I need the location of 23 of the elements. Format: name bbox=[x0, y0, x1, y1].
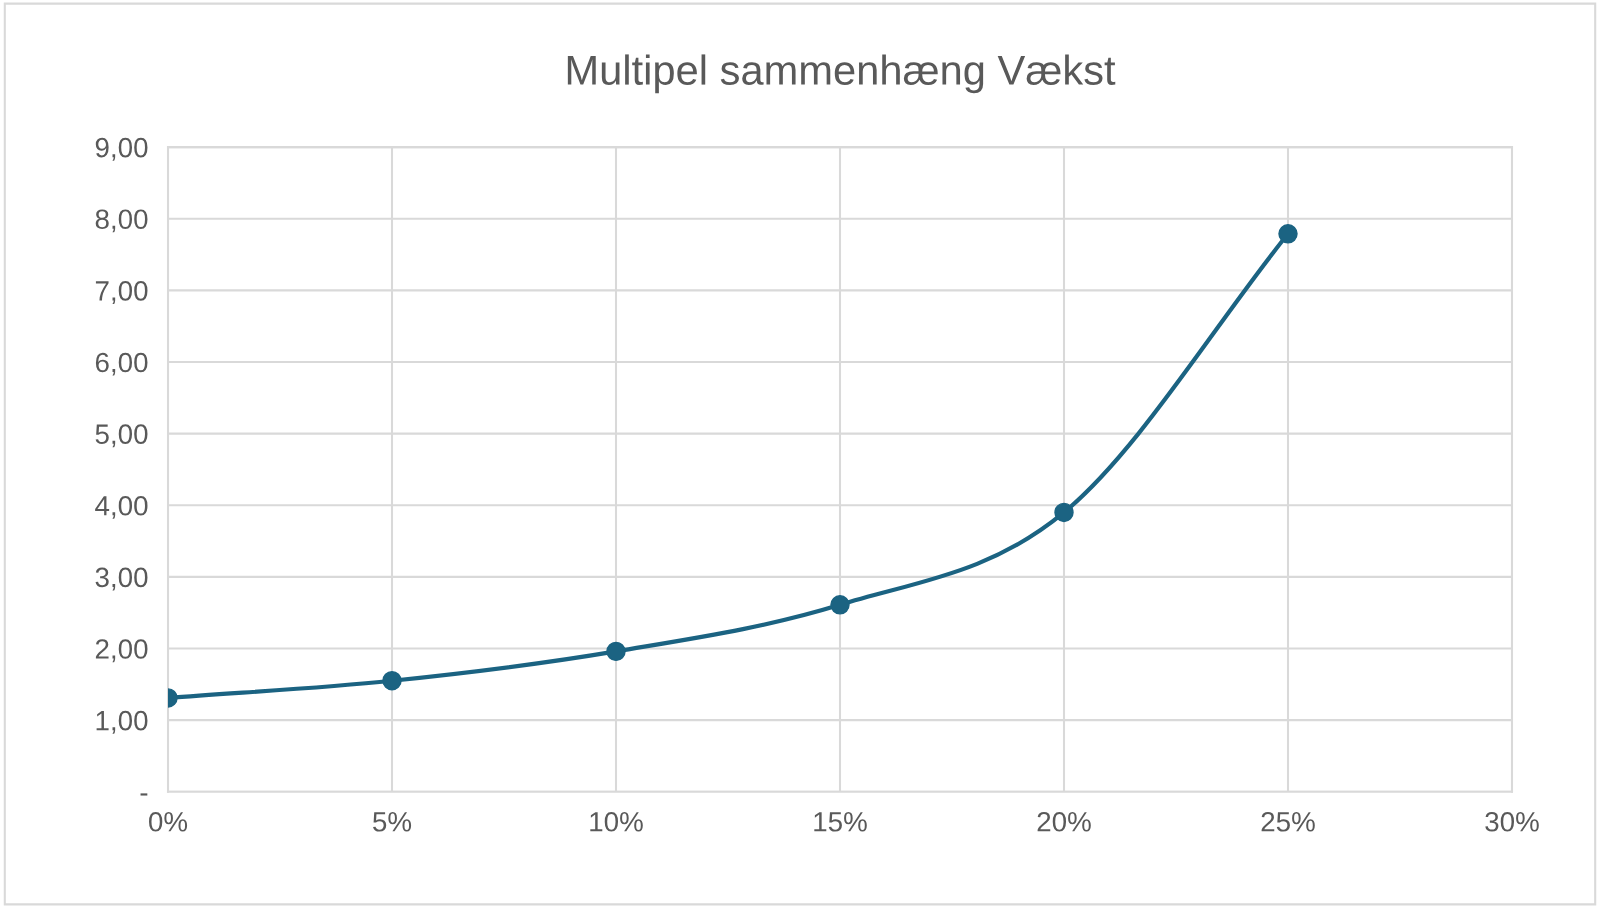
y-tick-label: 2,00 bbox=[95, 639, 148, 663]
y-tick-label: 6,00 bbox=[95, 352, 148, 376]
y-tick-label: 8,00 bbox=[95, 209, 148, 233]
point bbox=[382, 671, 402, 691]
y-tick-label: 9,00 bbox=[95, 137, 148, 161]
point bbox=[606, 641, 626, 662]
y-tick-label: 1,00 bbox=[96, 710, 148, 734]
y-tick-label: 4,00 bbox=[95, 495, 148, 519]
point bbox=[830, 595, 850, 615]
y-tick-label: - bbox=[140, 793, 148, 796]
chart-title: Multipel sammenhæng Vækst bbox=[567, 54, 1116, 94]
point bbox=[1054, 502, 1074, 523]
y-tick-label: 5,00 bbox=[95, 424, 148, 448]
x-tick-label: 30% bbox=[1485, 811, 1539, 832]
y-tick-label: 3,00 bbox=[95, 567, 148, 591]
x-tick-label: 20% bbox=[1037, 811, 1091, 832]
x-tick-label: 10% bbox=[590, 811, 643, 832]
x-tick-label: 15% bbox=[814, 812, 867, 832]
x-tick-label: 5% bbox=[373, 812, 412, 832]
x-tick-label: 0% bbox=[149, 811, 188, 832]
y-tick-label: 7,00 bbox=[95, 281, 148, 304]
x-tick-label: 25% bbox=[1261, 811, 1315, 832]
point bbox=[1278, 224, 1298, 244]
